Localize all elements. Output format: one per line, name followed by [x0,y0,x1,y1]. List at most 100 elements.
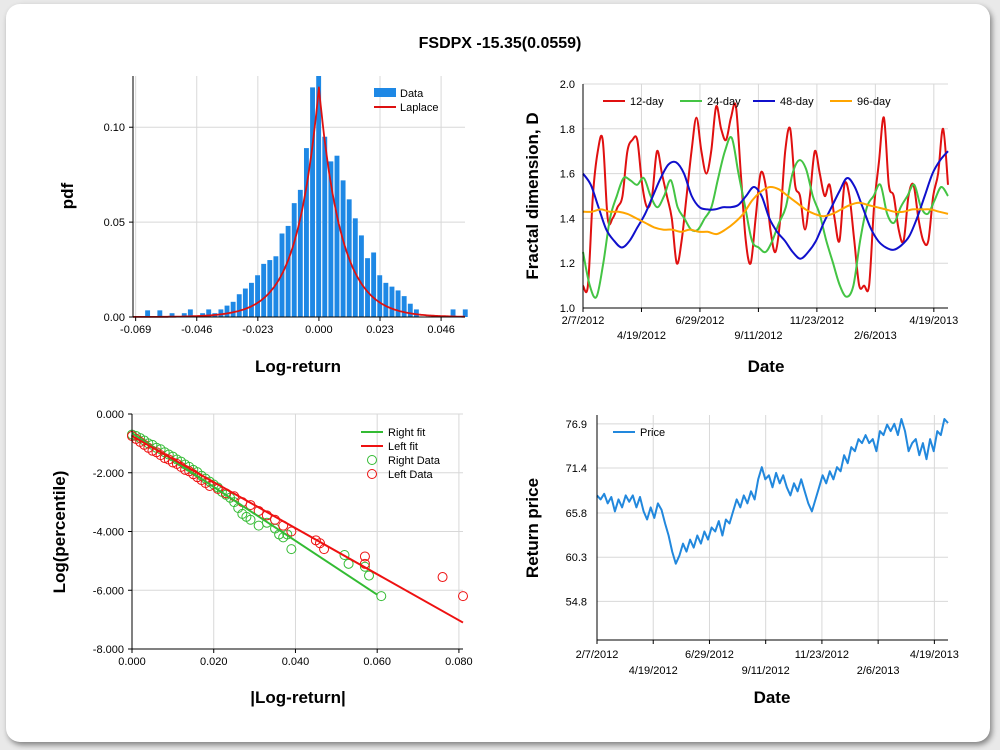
histogram-bar [358,235,364,317]
right-data-point [343,558,354,569]
legend-label-right-data: Right Data [388,455,441,467]
histogram-bar [169,313,175,317]
y-axis-title: Fractal dimension, D [523,112,542,279]
histogram-bar [365,258,370,317]
x-tick-label: 0.046 [427,324,455,336]
legend-label-left-fit: Left fit [388,441,418,453]
histogram-bar [340,180,346,317]
x-tick-label: 2/6/2013 [857,665,900,677]
y-tick-label: -6.000 [93,585,124,597]
x-tick-label: 2/7/2012 [576,649,619,661]
histogram-bar [291,203,297,317]
x-tick-label: 9/11/2012 [742,665,790,677]
histogram-bar [334,155,340,317]
legend-label-left-data: Left Data [388,469,434,481]
legend-label-right-fit: Right fit [388,427,425,439]
histogram-bar [236,294,242,317]
x-axis-title: Date [748,357,785,376]
x-tick-label: 2/6/2013 [854,330,897,342]
x-tick-label: 6/29/2012 [685,649,734,661]
legend-label-laplace: Laplace [400,102,439,114]
x-tick-label: 0.020 [200,656,228,668]
y-tick-label: -8.000 [93,644,124,656]
legend-label: 96-day [857,96,891,108]
left-data-point [458,591,468,602]
y-tick-label: 60.3 [566,552,587,564]
histogram-bar [181,313,187,317]
legend-label-price: Price [640,427,665,439]
legend-label: 12-day [630,96,664,108]
x-tick-label: 0.000 [305,324,333,336]
y-tick-label: 1.2 [560,258,575,270]
x-axis-title: |Log-return| [250,688,345,707]
left-data-point [359,551,370,562]
histogram-bar [371,252,377,317]
series-12-day-line [582,102,949,294]
legend-label: 48-day [780,96,814,108]
histogram-bar [224,305,230,317]
x-tick-label: 11/23/2012 [790,315,844,327]
x-tick-label: 4/19/2013 [909,315,958,327]
laplace-fit-line [132,86,465,318]
left-data-point [437,572,448,583]
histogram-bar [261,263,267,317]
y-tick-label: 1.6 [560,169,575,181]
histogram-bar [218,309,224,317]
x-tick-label: 0.000 [118,656,146,668]
x-tick-label: -0.046 [181,324,212,336]
y-tick-label: 2.0 [560,79,575,91]
x-tick-label: -0.069 [120,324,151,336]
y-axis-title: Log(percentile) [50,471,69,594]
histogram-bar [297,189,303,317]
legend-swatch-left-data [367,469,377,479]
left-fit-line [131,435,464,624]
right-data-point [253,520,264,531]
histogram-bar [145,310,151,317]
histogram-bar [255,275,261,317]
price-line [596,418,949,565]
y-tick-label: -2.000 [93,468,124,480]
series-96-day-line [582,185,949,236]
histogram-bar [462,309,468,317]
x-tick-label: -0.023 [242,324,273,336]
price-panel: 2/7/2012 6/29/2012 11/23/2012 4/19/2013 4/19… [523,415,959,707]
histogram-bar [413,309,419,317]
fractal-dimension-panel: 2/7/2012 6/29/2012 11/23/2012 4/19/2013 4/19… [523,79,958,376]
y-tick-label: 0.05 [104,217,125,229]
x-tick-label: 0.040 [282,656,310,668]
legend-swatch-data [374,88,396,97]
histogram-bar [310,87,315,317]
histogram-bar [328,161,334,317]
x-tick-label: 0.023 [366,324,394,336]
x-tick-label: 9/11/2012 [734,330,782,342]
x-tick-label: 4/19/2012 [617,330,666,342]
x-tick-label: 4/19/2012 [629,665,678,677]
y-tick-label: 0.10 [104,122,125,134]
series-24-day-line [582,136,949,299]
histogram-bar [303,148,309,317]
right-data-point [359,561,370,572]
x-tick-label: 6/29/2012 [675,315,724,327]
histogram-bar [242,288,248,317]
histogram-bar [401,296,407,317]
histogram-bar [273,256,279,317]
histogram-bar [267,260,273,317]
histogram-bar [230,301,236,317]
x-tick-label: 0.060 [363,656,391,668]
histogram-bar [285,225,291,317]
histogram-bar [377,275,383,317]
figure-title: FSDPX -15.35(0.0559) [419,35,582,52]
histogram-bar [316,76,322,317]
right-data-point [339,550,350,560]
histogram-bar [395,290,401,317]
x-axis-title: Log-return [255,357,341,376]
series-48-day-line [582,150,949,260]
y-tick-label: 65.8 [566,508,587,520]
histogram-bar [407,303,413,317]
x-tick-label: 0.080 [445,656,473,668]
histogram-bar [352,218,358,317]
y-tick-label: 71.4 [566,463,587,475]
y-tick-label: 1.8 [560,124,575,136]
y-tick-label: 54.8 [566,596,587,608]
